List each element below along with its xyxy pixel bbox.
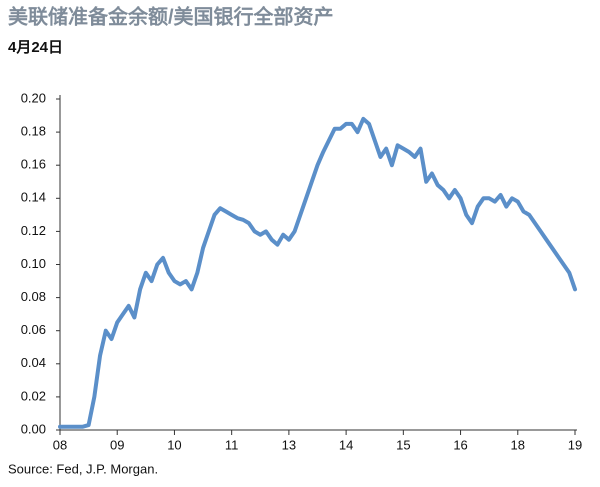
y-tick-label: 0.20 [21, 90, 46, 105]
y-tick-label: 0.12 [21, 223, 46, 238]
chart-subtitle: 4月24日 [8, 39, 63, 56]
x-tick-label: 19 [568, 437, 582, 452]
y-tick-label: 0.08 [21, 289, 46, 304]
y-tick-label: 0.00 [21, 421, 46, 436]
x-tick-label: 08 [53, 437, 67, 452]
x-tick-label: 13 [282, 437, 296, 452]
y-tick-label: 0.04 [21, 355, 46, 370]
y-tick-label: 0.02 [21, 388, 46, 403]
y-tick-label: 0.18 [21, 124, 46, 139]
chart-title: 美联储准备金余额/美国银行全部资产 [8, 4, 334, 28]
x-tick-label: 15 [396, 437, 410, 452]
x-tick-label: 16 [453, 437, 467, 452]
y-tick-label: 0.06 [21, 322, 46, 337]
x-tick-label: 18 [511, 437, 525, 452]
x-tick-label: 14 [339, 437, 353, 452]
data-line [58, 116, 577, 429]
x-tick-label: 11 [225, 437, 239, 452]
x-tick-label: 10 [167, 437, 181, 452]
y-tick-label: 0.14 [21, 190, 46, 205]
y-tick-label: 0.10 [21, 256, 46, 271]
source-note: Source: Fed, J.P. Morgan. [8, 461, 158, 476]
y-tick-label: 0.16 [21, 157, 46, 172]
x-tick-label: 09 [110, 437, 124, 452]
